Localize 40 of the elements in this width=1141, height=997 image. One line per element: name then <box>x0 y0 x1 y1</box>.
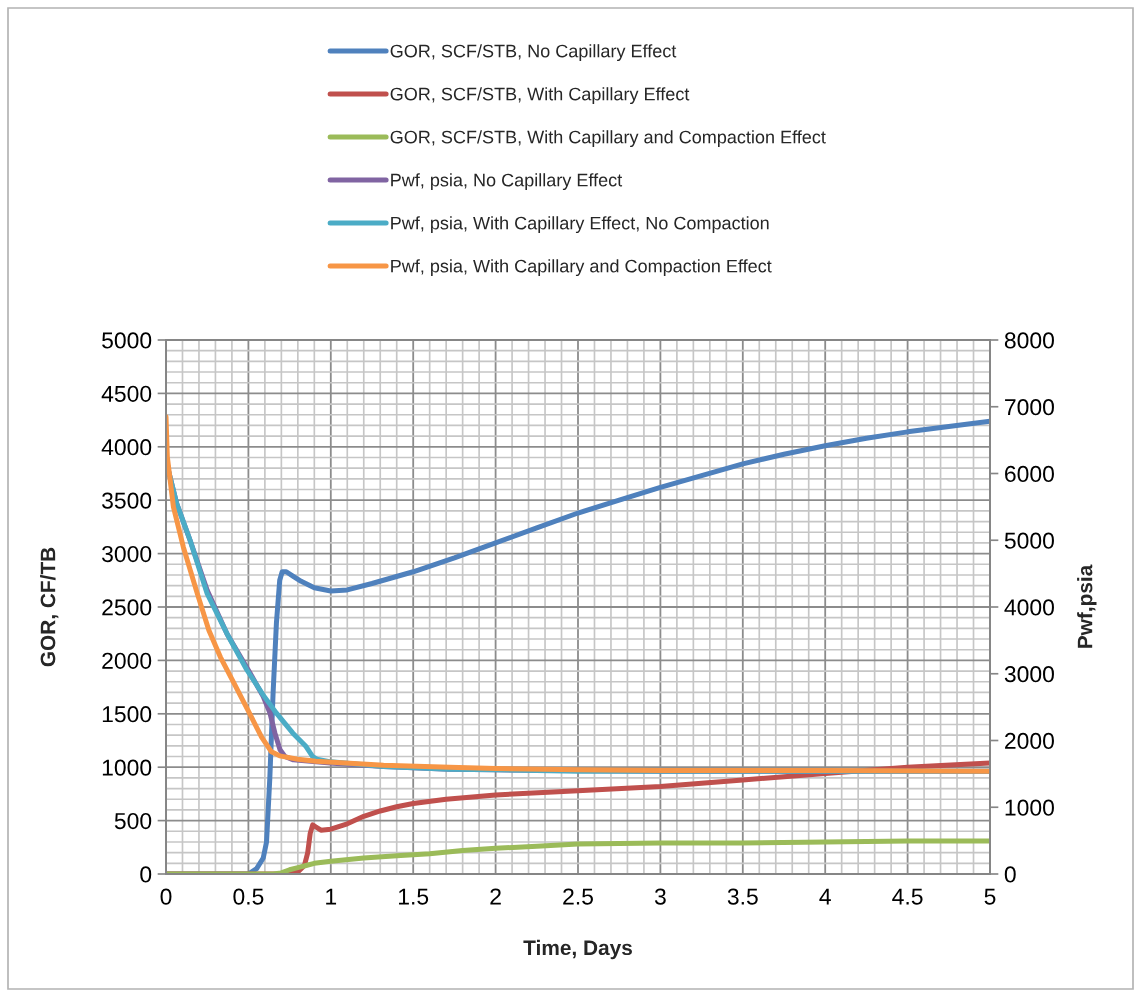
x-tick-label: 2 <box>490 888 501 905</box>
y2-tick-label: 2000 <box>1005 732 1054 750</box>
y-tick-label: 4000 <box>101 439 152 456</box>
y2-axis-title: Pwf,psia <box>1077 564 1097 648</box>
y2-tick-label: 6000 <box>1005 465 1054 483</box>
y2-tick-label: 7000 <box>1005 399 1054 416</box>
legend-label: Pwf, psia, With Capillary and Compaction Effect <box>391 259 772 277</box>
x-tick-label: 1 <box>326 888 337 905</box>
y2-tick-label: 4000 <box>1004 599 1054 616</box>
x-tick-label: 2.5 <box>563 888 593 905</box>
y-tick-label: 500 <box>114 812 152 830</box>
y2-tick-label: 1000 <box>1005 799 1054 816</box>
legend-label: Pwf, psia, No Capillary Effect <box>391 173 623 191</box>
y2-tick-label: 0 <box>1004 866 1016 883</box>
x-tick-label: 4.5 <box>892 888 923 905</box>
y-tick-label: 1000 <box>102 759 152 776</box>
legend-label: GOR, SCF/STB, With Capillary Effect <box>390 87 690 105</box>
y-tick-label: 4500 <box>101 385 152 402</box>
y-tick-label: 1500 <box>102 706 152 723</box>
x-tick-label: 0.5 <box>233 888 264 905</box>
y-tick-label: 3000 <box>102 545 152 563</box>
x-tick-label: 4 <box>819 888 831 905</box>
legend-label: GOR, SCF/STB, No Capillary Effect <box>390 44 677 61</box>
x-tick-label: 3 <box>654 888 666 905</box>
y-tick-label: 5000 <box>102 332 152 349</box>
x-tick-label: 1.5 <box>399 888 429 905</box>
x-tick-label: 3.5 <box>727 888 758 905</box>
x-tick-label: 0 <box>160 888 172 905</box>
legend-label: GOR, SCF/STB, With Capillary and Compaction Effect <box>390 130 826 148</box>
y2-tick-label: 3000 <box>1004 666 1054 683</box>
y2-tick-label: 8000 <box>1004 332 1054 349</box>
y-tick-label: 2000 <box>102 652 152 669</box>
y2-tick-label: 5000 <box>1004 532 1054 549</box>
y-axis-title: GOR, CF/TB <box>40 547 59 667</box>
y-tick-label: 0 <box>140 866 152 883</box>
x-tick-label: 5 <box>984 888 996 905</box>
x-axis-title: Time, Days <box>523 939 632 960</box>
y-tick-label: 2500 <box>102 599 152 616</box>
legend-label: Pwf, psia, With Capillary Effect, No Compaction <box>391 216 769 234</box>
y-tick-label: 3500 <box>102 492 152 509</box>
